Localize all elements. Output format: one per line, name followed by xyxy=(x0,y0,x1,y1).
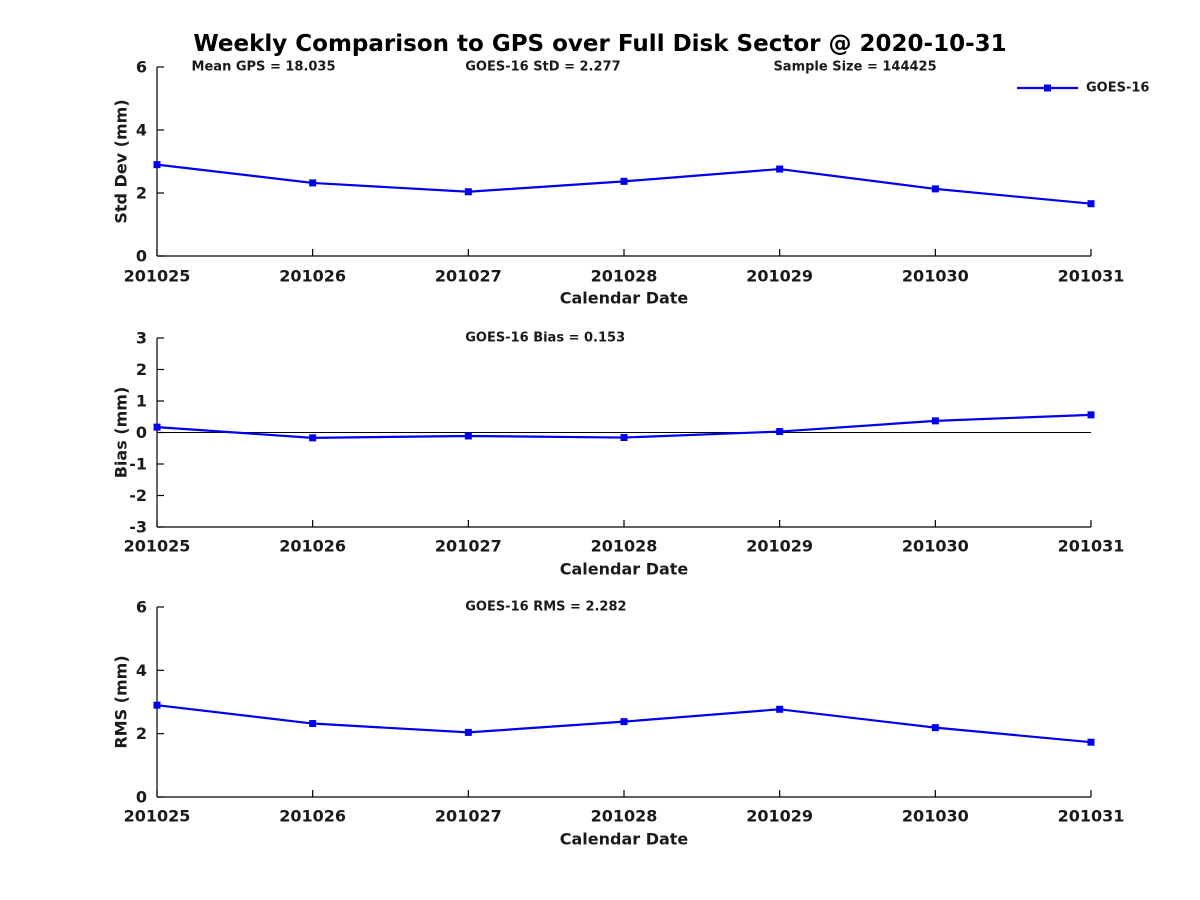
y-tick-label: 2 xyxy=(136,724,147,743)
x-tick-label: 201025 xyxy=(124,537,191,556)
x-tick-label: 201026 xyxy=(279,807,346,826)
data-point-marker xyxy=(153,161,161,169)
x-tick-label: 201029 xyxy=(746,267,813,286)
y-tick-label: 2 xyxy=(136,184,147,203)
y-tick-label: 0 xyxy=(136,247,147,266)
x-tick-label: 201030 xyxy=(902,537,969,556)
x-axis-label: Calendar Date xyxy=(560,560,689,579)
x-tick-label: 201031 xyxy=(1058,267,1125,286)
data-point-marker xyxy=(620,718,628,726)
y-axis-label: Bias (mm) xyxy=(112,387,131,479)
y-tick-label: 4 xyxy=(136,661,147,680)
data-point-marker xyxy=(1087,411,1095,419)
x-tick-label: 201025 xyxy=(124,807,191,826)
annotation-text: GOES-16 StD = 2.277 xyxy=(465,60,620,75)
data-point-marker xyxy=(1087,200,1095,208)
data-point-marker xyxy=(1087,738,1095,746)
y-tick-label: 3 xyxy=(136,329,147,348)
y-tick-label: 1 xyxy=(136,392,147,411)
x-tick-label: 201026 xyxy=(279,537,346,556)
x-tick-label: 201029 xyxy=(746,537,813,556)
x-tick-label: 201030 xyxy=(902,267,969,286)
data-point-marker xyxy=(464,728,472,736)
x-tick-label: 201030 xyxy=(902,807,969,826)
y-tick-label: 6 xyxy=(136,58,147,77)
legend-marker xyxy=(1044,84,1051,92)
x-tick-label: 201031 xyxy=(1058,807,1125,826)
data-point-marker xyxy=(776,165,784,173)
data-point-marker xyxy=(931,185,939,193)
x-tick-label: 201031 xyxy=(1058,537,1125,556)
x-tick-label: 201029 xyxy=(746,807,813,826)
data-point-marker xyxy=(309,434,317,442)
y-tick-label: 0 xyxy=(136,423,147,442)
data-point-marker xyxy=(620,434,628,442)
y-tick-label: 2 xyxy=(136,360,147,379)
subplot-rms: 0 2 4 6 201025 201026 201027 201028 201029 201030… xyxy=(112,598,1125,849)
x-tick-label: 201026 xyxy=(279,267,346,286)
data-point-marker xyxy=(309,179,317,187)
y-axis-label: Std Dev (mm) xyxy=(112,99,131,223)
figure-title: Weekly Comparison to GPS over Full Disk … xyxy=(193,31,1007,57)
x-tick-label: 201028 xyxy=(591,537,658,556)
y-tick-label: -3 xyxy=(129,518,147,537)
data-point-marker xyxy=(620,177,628,185)
x-tick-label: 201027 xyxy=(435,267,502,286)
y-tick-label: 4 xyxy=(136,121,147,140)
data-point-marker xyxy=(309,720,317,728)
x-tick-label: 201028 xyxy=(591,807,658,826)
data-point-marker xyxy=(776,705,784,713)
data-point-marker xyxy=(931,417,939,425)
x-tick-label: 201027 xyxy=(435,537,502,556)
y-tick-label: -2 xyxy=(129,486,147,505)
subplot-std-dev: 0 2 4 6 201025 201026 201027 201028 201029 201030… xyxy=(112,58,1150,308)
y-axis-label: RMS (mm) xyxy=(112,655,131,748)
y-tick-label: 6 xyxy=(136,598,147,617)
data-point-marker xyxy=(153,701,161,709)
legend-label: GOES-16 xyxy=(1086,81,1149,96)
x-tick-label: 201027 xyxy=(435,807,502,826)
x-axis-label: Calendar Date xyxy=(560,830,689,849)
data-point-marker xyxy=(931,724,939,732)
x-tick-label: 201025 xyxy=(124,267,191,286)
x-axis-label: Calendar Date xyxy=(560,289,689,308)
data-point-marker xyxy=(776,428,784,436)
data-point-marker xyxy=(464,432,472,440)
y-tick-label: -1 xyxy=(129,455,147,474)
y-tick-label: 0 xyxy=(136,788,147,807)
data-point-marker xyxy=(464,188,472,196)
annotation-text: GOES-16 Bias = 0.153 xyxy=(465,331,625,346)
x-tick-label: 201028 xyxy=(591,267,658,286)
data-point-marker xyxy=(153,423,161,431)
annotation-text: Mean GPS = 18.035 xyxy=(192,60,336,75)
annotation-text: GOES-16 RMS = 2.282 xyxy=(465,600,626,615)
annotation-text: Sample Size = 144425 xyxy=(773,60,936,75)
subplot-bias: -3 -2 -1 0 1 2 3 201025 201026 201027 201028 201029… xyxy=(112,329,1125,579)
